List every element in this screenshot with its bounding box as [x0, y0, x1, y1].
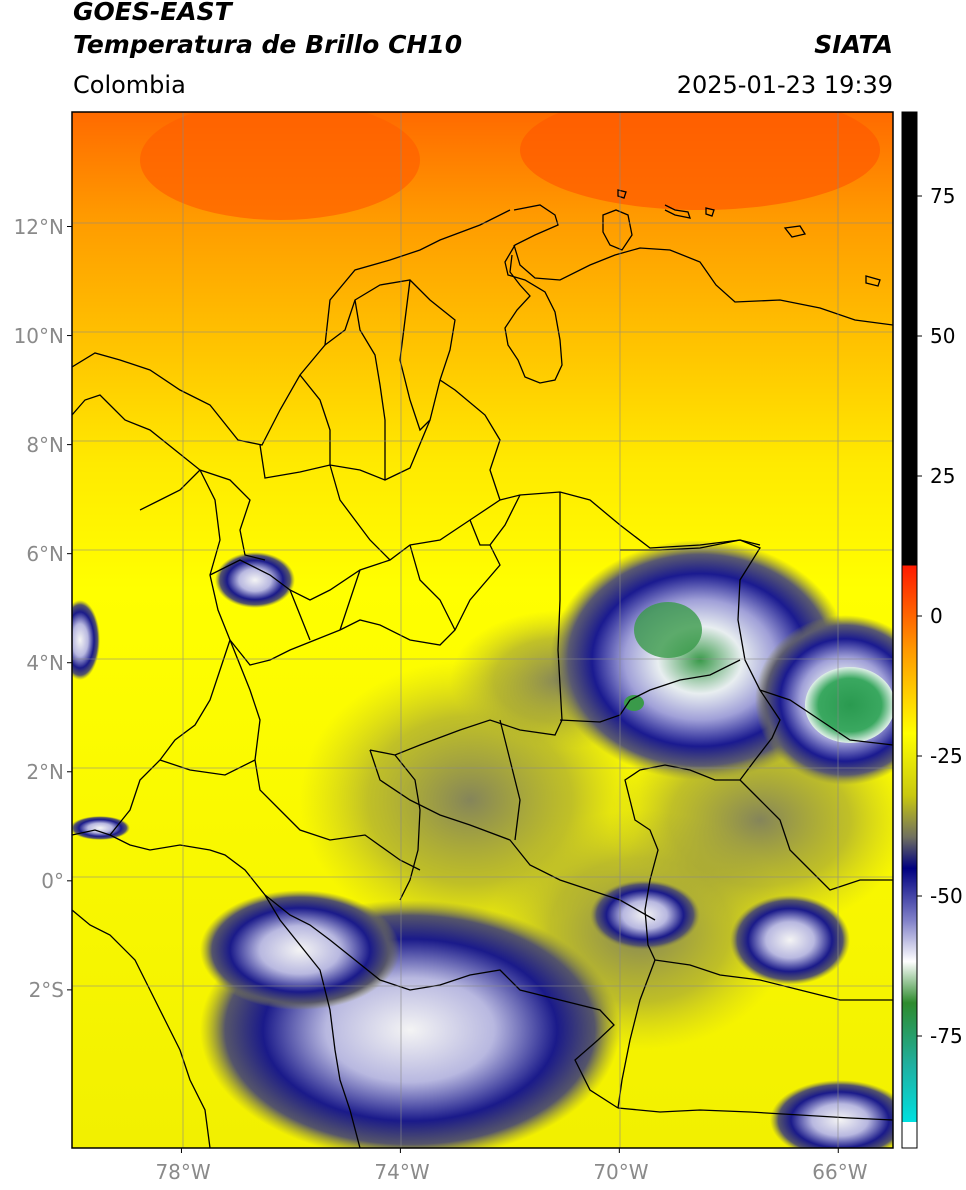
brand-label: SIATA: [814, 30, 893, 59]
lat-tick-label: 2°N: [26, 759, 64, 784]
product-title: Temperatura de Brillo CH10: [73, 30, 463, 59]
colorbar-tick-label: 50: [930, 324, 956, 348]
lat-tick-label: 4°N: [26, 650, 64, 675]
lon-tick-label: 74°W: [374, 1160, 430, 1184]
colorbar-tick-label: -50: [930, 884, 963, 908]
lat-tick-label: 2°S: [28, 977, 64, 1002]
lat-tick-label: 12°N: [13, 214, 64, 239]
datetime-label: 2025-01-23 19:39: [676, 71, 893, 99]
imagery-layer: [72, 112, 893, 1148]
colorbar-tick-label: -25: [930, 744, 963, 768]
lat-tick-label: 6°N: [26, 541, 64, 566]
map-frame: [71, 111, 894, 1149]
region-label: Colombia: [73, 71, 186, 99]
lon-tick-label: 78°W: [155, 1160, 211, 1184]
lat-tick-label: 10°N: [13, 323, 64, 348]
colorbar-tick-label: 0: [930, 604, 943, 628]
colorbar-tick-label: 25: [930, 464, 956, 488]
colorbar-tick-label: -75: [930, 1024, 963, 1048]
lat-tick-label: 0°: [41, 868, 64, 893]
lat-tick-label: 8°N: [26, 432, 64, 457]
lon-tick-label: 66°W: [812, 1160, 868, 1184]
colorbar-tick-label: 75: [930, 184, 956, 208]
colorbar: [901, 111, 918, 1149]
lon-tick-label: 70°W: [593, 1160, 649, 1184]
satellite-title: GOES-EAST: [73, 0, 232, 26]
